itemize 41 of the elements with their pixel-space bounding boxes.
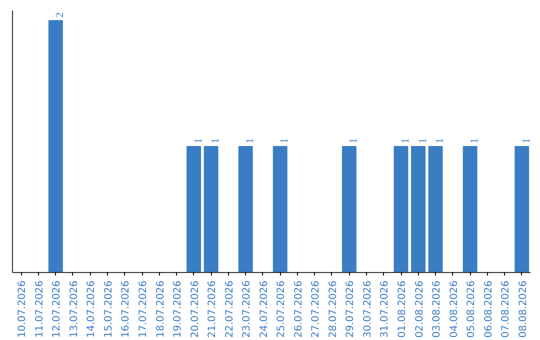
x-tick-label: 08.08.2026 <box>518 280 529 338</box>
data-label: 1 <box>245 138 256 144</box>
x-tick-label: 22.07.2026 <box>224 280 236 338</box>
x-tick-label: 12.07.2026 <box>52 280 63 338</box>
x-tick-label: 13.07.2026 <box>68 280 80 338</box>
x-tick-label: 18.07.2026 <box>155 280 166 338</box>
x-tick-label: 29.07.2026 <box>345 280 356 338</box>
data-label: 1 <box>280 138 291 144</box>
x-tick-label: 23.07.2026 <box>242 280 253 338</box>
data-label: 1 <box>521 138 532 144</box>
data-label: 1 <box>400 138 412 144</box>
x-tick-label: 24.07.2026 <box>258 280 270 338</box>
x-tick-label: 28.07.2026 <box>328 280 339 338</box>
x-tick-label: 17.07.2026 <box>138 280 149 338</box>
data-label: 1 <box>210 138 222 144</box>
x-tick-label: 20.07.2026 <box>190 280 201 338</box>
x-tick-label: 02.08.2026 <box>414 280 426 338</box>
x-tick-label: 25.07.2026 <box>276 280 288 338</box>
x-tick-label: 16.07.2026 <box>120 280 132 338</box>
data-label: 1 <box>348 138 360 144</box>
x-tick-label: 10.07.2026 <box>17 280 28 338</box>
data-label: 1 <box>418 138 429 144</box>
data-label: 1 <box>435 138 446 144</box>
x-tick-label: 07.08.2026 <box>500 280 512 338</box>
x-tick-label: 01.08.2026 <box>397 280 408 338</box>
x-tick-label: 05.08.2026 <box>466 280 478 338</box>
x-tick-label: 27.07.2026 <box>310 280 322 338</box>
x-tick-label: 21.07.2026 <box>207 280 218 338</box>
data-label: 1 <box>470 138 481 144</box>
x-tick-label: 06.08.2026 <box>483 280 494 338</box>
x-tick-label: 03.08.2026 <box>432 280 443 338</box>
x-tick-label: 04.08.2026 <box>448 280 460 338</box>
x-tick-label: 31.07.2026 <box>380 280 391 338</box>
x-tick-label: 19.07.2026 <box>172 280 184 338</box>
data-label: 1 <box>193 138 204 144</box>
x-tick-label: 14.07.2026 <box>86 280 98 338</box>
x-tick-label: 11.07.2026 <box>34 280 46 338</box>
x-tick-label: 30.07.2026 <box>362 280 374 338</box>
x-tick-label: 15.07.2026 <box>103 280 114 338</box>
x-tick-label: 26.07.2026 <box>293 280 304 338</box>
data-label: 2 <box>55 12 66 18</box>
